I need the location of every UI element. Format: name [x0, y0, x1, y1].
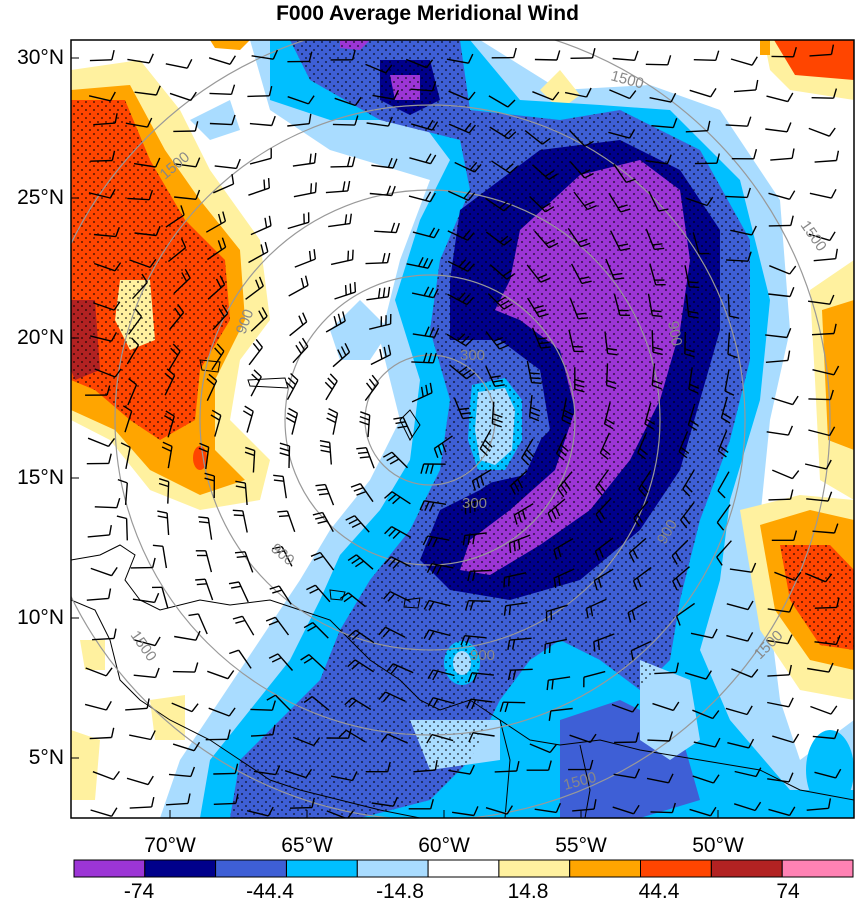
colorbar-label: 14.8: [508, 880, 549, 904]
colorbar-swatch: [641, 860, 712, 877]
colorbar-swatch: [570, 860, 641, 877]
lat-label-25n: 25°N: [0, 186, 64, 210]
lon-label-55w: 55°W: [555, 834, 607, 858]
colorbar-swatch: [428, 860, 499, 877]
lat-label-5n: 5°N: [0, 746, 64, 770]
colorbar: [74, 860, 853, 877]
colorbar-swatch: [499, 860, 570, 877]
lon-label-60w: 60°W: [418, 834, 470, 858]
colorbar-swatch: [216, 860, 287, 877]
range-ring-label: 900: [470, 647, 495, 664]
colorbar-swatch: [287, 860, 358, 877]
lat-label-15n: 15°N: [0, 466, 64, 490]
colorbar-swatch: [711, 860, 782, 877]
lon-label-50w: 50°W: [692, 834, 744, 858]
colorbar-label: -44.4: [246, 880, 294, 904]
colorbar-swatch: [782, 860, 853, 877]
lon-label-65w: 65°W: [281, 834, 333, 858]
lat-label-20n: 20°N: [0, 326, 64, 350]
colorbar-swatch: [357, 860, 428, 877]
colorbar-label: -14.8: [376, 880, 424, 904]
colorbar-swatch: [145, 860, 216, 877]
lat-label-30n: 30°N: [0, 46, 64, 70]
colorbar-label: -74: [124, 880, 154, 904]
range-ring-label: 300: [460, 347, 485, 364]
colorbar-label: 74: [776, 880, 799, 904]
lat-label-10n: 10°N: [0, 606, 64, 630]
map-area: [30, 20, 854, 820]
colorbar-swatch: [74, 860, 145, 877]
colorbar-label: 44.4: [639, 880, 680, 904]
lon-label-70w: 70°W: [144, 834, 196, 858]
range-ring-label: 300: [462, 495, 487, 512]
